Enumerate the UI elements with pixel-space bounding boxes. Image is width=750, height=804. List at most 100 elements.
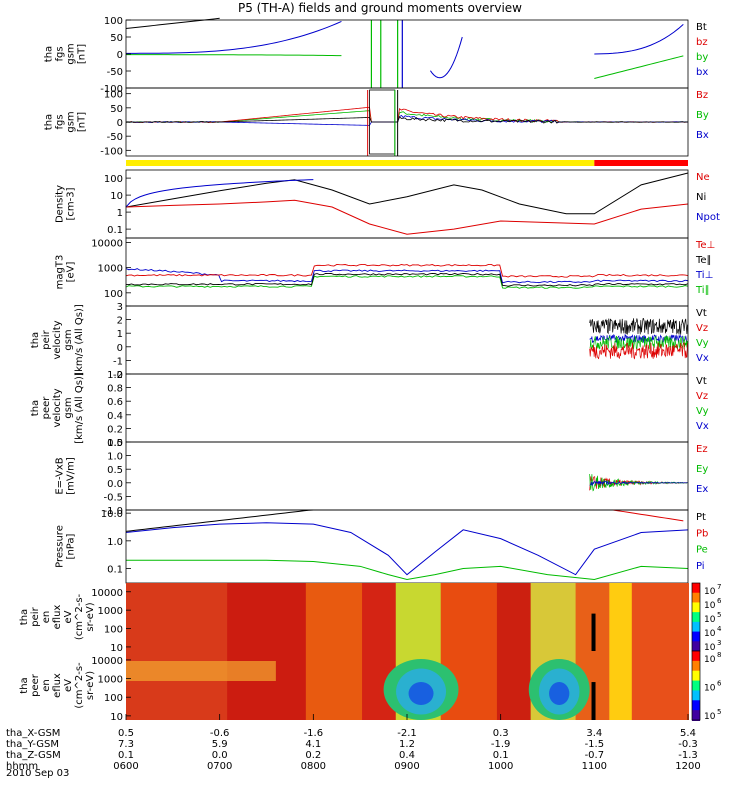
y-axis-label: peir: [41, 329, 52, 349]
legend-Vt: Vt: [696, 376, 707, 387]
series-T: [125, 272, 689, 287]
x-axis-value: 5.9: [212, 739, 228, 750]
colorbar-exponent: 5: [717, 611, 721, 619]
heatmap-strip: [496, 583, 532, 651]
colorbar-segment: [692, 631, 700, 643]
x-axis-value: -0.3: [678, 739, 698, 750]
y-tick-label: 1.5: [107, 438, 123, 449]
y-tick-label: 1.0: [107, 370, 123, 381]
panel-velocity_peir: Vt Vz Vy Vx 3 2 1 0 -1 -2 tha peir velocity gsm [km/s …: [30, 302, 709, 381]
y-tick-label: 0.1: [107, 225, 123, 236]
heatmap-strip: [440, 583, 498, 651]
heatmap-blob: [408, 682, 434, 705]
legend-Pi: Pi: [696, 561, 705, 572]
series-pressure_Pe: [126, 559, 689, 581]
legend-Pt: Pt: [696, 512, 706, 523]
y-tick-label: 0.6: [107, 397, 123, 408]
series-T: [125, 268, 689, 284]
y-axis-label: fgs: [55, 46, 66, 61]
y-tick-label: -1.0: [103, 506, 123, 517]
series-by: [594, 55, 684, 79]
colorbar-segment: [692, 583, 700, 594]
y-axis-label: E=-VxB: [55, 457, 66, 494]
y-tick-label: 0: [117, 50, 123, 61]
legend-Vz: Vz: [696, 391, 708, 402]
legend-Ez: Ez: [696, 444, 708, 455]
y-tick-label: -1: [113, 356, 123, 367]
y-tick-label: 50: [110, 104, 123, 115]
x-axis-value: -1.5: [585, 739, 605, 750]
colorbar-segment: [692, 651, 700, 662]
x-axis-value: -1.9: [491, 739, 511, 750]
legend-Ne: Ne: [696, 172, 710, 183]
y-axis-label: tha: [19, 609, 30, 625]
data-gap-bar: [591, 613, 596, 651]
panel-fgs_full: Bz By Bx 100 50 0 -50 -100 tha fgs gsm [nT]: [44, 87, 709, 157]
y-tick-label: 10.0: [101, 509, 123, 520]
heatmap-strip: [609, 651, 633, 720]
colorbar-segment: [692, 612, 700, 623]
colorbar-segment: [692, 690, 700, 702]
colorbar-exponent: 5: [717, 708, 721, 716]
y-axis-label: peer: [41, 396, 52, 420]
y-tick-label: 2: [117, 316, 123, 327]
heatmap-strip: [395, 583, 442, 651]
colorbar-segment: [692, 660, 700, 672]
y-axis-label: [cm-3]: [66, 187, 77, 220]
legend-Vx: Vx: [696, 353, 709, 364]
legend-Bz: Bz: [696, 90, 708, 101]
colorbar-segment: [692, 680, 700, 692]
panel-pressure: Pt Pb Pe Pi 10.0 1.0 0.1 Pressure [nPa]: [55, 509, 708, 584]
x-axis-value: -1.6: [304, 728, 324, 739]
y-tick-label: 0.8: [107, 384, 123, 395]
colorbar-tick: 10: [704, 587, 716, 597]
series-density_Ni: [125, 172, 689, 215]
series-B: [125, 114, 689, 126]
y-tick-label: 1.0: [107, 452, 123, 463]
y-tick-label: 10: [110, 712, 123, 723]
x-axis-value: -1.3: [678, 750, 698, 761]
y-axis-label: gsm: [63, 397, 74, 418]
series-density_Ne: [125, 199, 689, 235]
y-tick-label: 1000: [98, 675, 123, 686]
heatmap-strip: [631, 583, 689, 651]
x-axis-value: 3.4: [586, 728, 602, 739]
y-axis-label: velocity: [52, 320, 63, 359]
colorbar-tick: 10: [704, 684, 716, 694]
x-axis-value: 0.0: [212, 750, 228, 761]
heatmap-strip: [362, 583, 397, 651]
x-axis-value: 0.1: [493, 750, 509, 761]
heatmap-strip: [305, 651, 364, 720]
legend-Ti⊥: Ti⊥: [695, 270, 713, 281]
y-axis-label: velocity: [52, 388, 63, 427]
y-axis-label: tha: [30, 332, 41, 348]
series-B: [125, 106, 689, 123]
legend-Vy: Vy: [696, 338, 709, 349]
legend-Ex: Ex: [696, 484, 708, 495]
y-tick-label: 0: [117, 343, 123, 354]
panel-fgs: Bt bz by bx 100 50 0 -50 -100 tha fgs gsm [nT]: [44, 16, 709, 95]
x-axis-value: 1000: [488, 761, 513, 772]
colorbar-exponent: 6: [717, 597, 722, 605]
x-axis-row-label: tha_Y-GSM: [6, 739, 59, 750]
panel-frame: [125, 441, 689, 511]
y-tick-label: 10: [110, 643, 123, 654]
y-tick-label: 1: [117, 329, 123, 340]
y-tick-label: -100: [100, 84, 123, 95]
x-axis-value: 1.2: [399, 739, 415, 750]
y-tick-label: -0.5: [103, 492, 123, 503]
plot-title: P5 (TH-A) fields and ground moments over…: [238, 1, 522, 15]
y-tick-label: 100: [104, 625, 123, 636]
x-axis-value: 0.5: [118, 728, 134, 739]
y-axis-label: [nT]: [77, 112, 88, 132]
legend-Bt: Bt: [696, 22, 707, 33]
colorbar-tick: 10: [704, 712, 716, 722]
series-pressure_Pi: [125, 522, 689, 576]
panel-velocity_peer: Vt Vz Vy Vx 1.0 0.8 0.6 0.4 0.2 0.0 tha peer velocit…: [30, 370, 709, 449]
y-tick-label: 0.5: [107, 465, 123, 476]
colorbar-exponent: 4: [717, 625, 722, 633]
x-axis-value: -2.1: [397, 728, 417, 739]
x-axis-value: 0.3: [493, 728, 509, 739]
